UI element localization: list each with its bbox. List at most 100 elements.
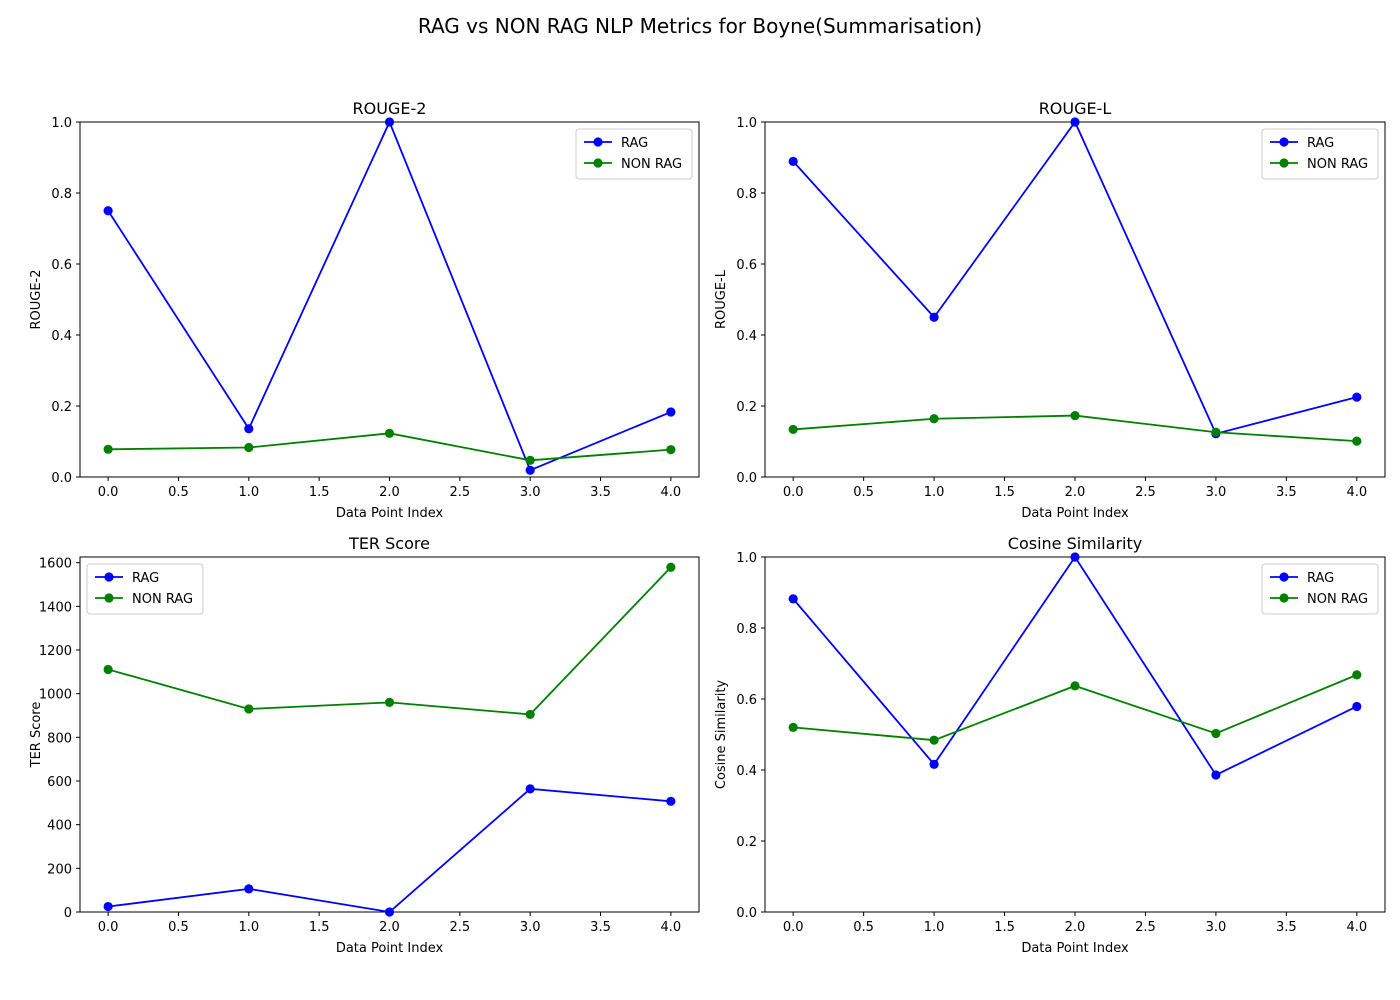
legend-swatch-marker [1279, 158, 1289, 168]
data-point [384, 697, 395, 708]
y-tick-label: 0.6 [736, 693, 757, 708]
x-tick-label: 3.5 [1276, 485, 1297, 500]
data-point [103, 444, 113, 454]
x-tick-label: 3.0 [520, 485, 541, 500]
legend-swatch-marker [593, 158, 603, 168]
y-axis-label: TER Score [29, 702, 44, 769]
subplot-3: 0.0 0.5 1.0 1.5 2.0 2.5 3.0 3.5 4.0 0 200 400 600 800… [29, 534, 700, 956]
data-point [929, 735, 939, 745]
x-tick-label: 4.0 [661, 920, 682, 935]
legend-swatch-marker [104, 593, 114, 603]
y-tick-label: 0.0 [51, 471, 72, 486]
data-point [788, 722, 798, 733]
x-tick-label: 0.5 [853, 485, 874, 500]
x-tick-label: 3.0 [1206, 485, 1227, 500]
x-tick-label: 1.5 [994, 485, 1015, 500]
x-tick-label: 0.5 [168, 920, 189, 935]
x-tick-label: 3.0 [1206, 920, 1227, 935]
y-tick-label: 400 [47, 819, 72, 834]
y-tick-label: 600 [47, 775, 72, 790]
x-tick-label: 1.5 [994, 920, 1015, 935]
data-point [788, 156, 798, 167]
data-point [384, 428, 395, 438]
legend-label: NON RAG [132, 592, 193, 607]
x-tick-label: 2.0 [1065, 485, 1086, 500]
x-axis-label: Data Point Index [1021, 941, 1129, 956]
legend-label: RAG [621, 136, 648, 151]
y-axis-label: ROUGE-2 [29, 269, 44, 329]
subplot-title: Cosine Similarity [1008, 534, 1142, 553]
y-tick-label: 0.6 [51, 258, 72, 273]
data-point [244, 704, 254, 714]
legend-swatch-marker [1279, 572, 1289, 582]
data-point [525, 784, 535, 794]
data-point [788, 424, 798, 435]
x-tick-label: 2.5 [1135, 920, 1156, 935]
data-point [1352, 436, 1362, 446]
data-point [1352, 392, 1362, 402]
x-tick-label: 1.0 [924, 920, 945, 935]
legend: RAG NON RAG [86, 563, 204, 615]
series-line-rag [108, 787, 671, 913]
series-group [103, 117, 676, 475]
y-axis-label: Cosine Similarity [714, 680, 729, 790]
x-tick-label: 0.5 [853, 920, 874, 935]
data-point [1211, 770, 1221, 780]
data-point [1211, 427, 1221, 437]
y-tick-label: 0 [64, 906, 72, 921]
x-tick-label: 1.5 [309, 485, 330, 500]
data-point [244, 424, 254, 434]
y-tick-label: 1600 [39, 557, 72, 572]
data-point [929, 312, 939, 322]
data-point [525, 455, 535, 465]
x-tick-label: 3.5 [590, 920, 611, 935]
subplot-2: 0.0 0.5 1.0 1.5 2.0 2.5 3.0 3.5 4.0 0.0 0.2 0.4 0.6 0… [714, 99, 1386, 521]
y-tick-label: 200 [47, 862, 72, 877]
y-tick-label: 0.0 [736, 471, 757, 486]
y-tick-label: 1.0 [736, 551, 757, 566]
data-point [788, 594, 798, 604]
y-tick-label: 0.8 [736, 187, 757, 202]
data-point [244, 884, 254, 894]
x-tick-label: 0.0 [98, 485, 119, 500]
y-tick-label: 0.2 [736, 400, 757, 415]
y-tick-label: 1200 [39, 644, 72, 659]
y-tick-label: 800 [47, 731, 72, 746]
y-tick-label: 0.8 [736, 622, 757, 637]
data-point [666, 445, 676, 455]
data-point [666, 562, 676, 572]
data-point [666, 407, 676, 417]
data-point [929, 414, 939, 424]
y-tick-label: 0.4 [736, 329, 757, 344]
subplot-1: 0.0 0.5 1.0 1.5 2.0 2.5 3.0 3.5 4.0 0.0 0.2 0.4 0.6 0… [29, 99, 700, 521]
x-tick-label: 3.5 [1276, 920, 1297, 935]
x-tick-label: 1.0 [924, 485, 945, 500]
legend: RAG NON RAG [1261, 128, 1379, 180]
data-point [103, 664, 113, 675]
subplot-title: ROUGE-2 [353, 99, 427, 118]
series-group [788, 552, 1362, 780]
data-point [525, 709, 535, 720]
legend-label: RAG [132, 571, 159, 586]
y-tick-label: 0.4 [736, 764, 757, 779]
data-point [384, 907, 395, 917]
data-point [1070, 410, 1080, 421]
x-tick-label: 3.0 [520, 920, 541, 935]
data-point [103, 206, 113, 216]
data-point [1352, 701, 1362, 712]
x-tick-label: 2.0 [1065, 920, 1086, 935]
legend-label: RAG [1307, 136, 1334, 151]
subplot-title: TER Score [348, 534, 430, 553]
x-tick-label: 1.0 [238, 485, 259, 500]
subplot-4: 0.0 0.5 1.0 1.5 2.0 2.5 3.0 3.5 4.0 0.0 0.2 0.4 0.6 0… [714, 534, 1386, 956]
legend-swatch-marker [593, 137, 603, 147]
data-point [1070, 117, 1080, 127]
legend-label: NON RAG [1307, 592, 1368, 607]
x-tick-label: 4.0 [1346, 485, 1367, 500]
x-tick-label: 0.0 [783, 485, 804, 500]
data-point [103, 901, 113, 912]
legend-label: NON RAG [1307, 157, 1368, 172]
x-axis-label: Data Point Index [336, 941, 444, 956]
data-point [1070, 552, 1080, 562]
